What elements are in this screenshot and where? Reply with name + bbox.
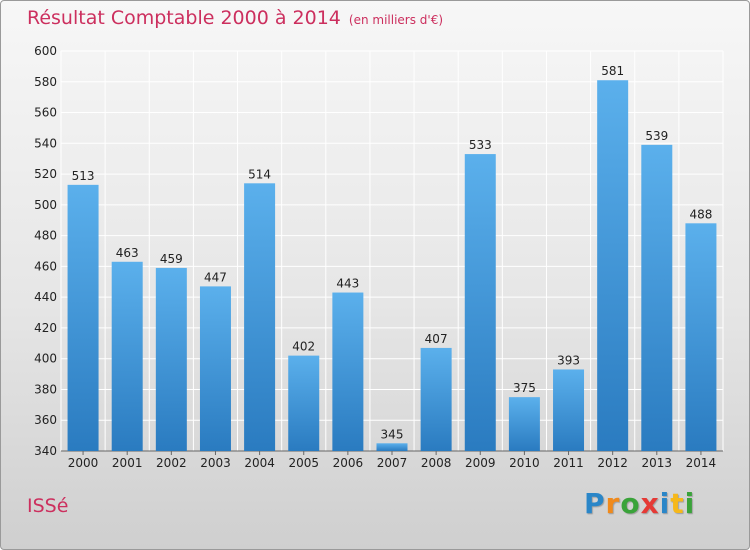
y-tick-label: 540 xyxy=(34,136,57,150)
x-tick-label: 2007 xyxy=(377,456,408,470)
y-tick-label: 560 xyxy=(34,106,57,120)
y-tick-label: 500 xyxy=(34,198,57,212)
bar xyxy=(67,184,99,451)
city-name: ISSé xyxy=(27,495,69,517)
y-tick-label: 520 xyxy=(34,167,57,181)
logo-letter: r xyxy=(605,487,621,520)
bar xyxy=(641,144,673,451)
x-tick-label: 2008 xyxy=(421,456,452,470)
bar xyxy=(464,154,496,452)
data-label: 513 xyxy=(72,169,95,183)
data-label: 539 xyxy=(645,129,668,143)
data-label: 407 xyxy=(425,332,448,346)
x-tick-label: 2003 xyxy=(200,456,231,470)
x-tick-label: 2013 xyxy=(642,456,673,470)
data-label: 375 xyxy=(513,381,536,395)
data-label: 393 xyxy=(557,353,580,367)
x-tick-label: 2001 xyxy=(112,456,143,470)
proxiti-logo: Proxiti xyxy=(584,487,695,520)
x-tick-label: 2010 xyxy=(509,456,540,470)
logo-letter: i xyxy=(684,487,696,520)
bar xyxy=(508,397,540,451)
bar xyxy=(597,80,629,451)
y-tick-label: 360 xyxy=(34,413,57,427)
bar xyxy=(376,443,408,451)
data-label: 345 xyxy=(381,427,404,441)
y-tick-label: 480 xyxy=(34,229,57,243)
y-tick-label: 440 xyxy=(34,290,57,304)
logo-letter: i xyxy=(659,487,671,520)
bar xyxy=(111,261,143,451)
data-label: 447 xyxy=(204,270,227,284)
bar xyxy=(288,355,320,451)
data-label: 514 xyxy=(248,167,271,181)
x-tick-label: 2012 xyxy=(597,456,628,470)
bar xyxy=(155,267,187,451)
x-tick-label: 2014 xyxy=(686,456,717,470)
y-tick-label: 340 xyxy=(34,444,57,458)
chart-title-text: Résultat Comptable 2000 à 2014 xyxy=(27,7,341,29)
x-tick-label: 2011 xyxy=(553,456,584,470)
y-tick-label: 380 xyxy=(34,382,57,396)
logo-letter: x xyxy=(640,487,660,520)
bar xyxy=(244,183,276,452)
bar xyxy=(199,286,231,451)
logo-letter: P xyxy=(584,487,606,520)
bar xyxy=(685,223,717,451)
y-tick-label: 580 xyxy=(34,75,57,89)
logo-letter: o xyxy=(620,487,641,520)
x-tick-label: 2000 xyxy=(68,456,99,470)
data-label: 488 xyxy=(689,207,712,221)
data-label: 402 xyxy=(292,340,315,354)
y-tick-label: 460 xyxy=(34,259,57,273)
x-tick-label: 2009 xyxy=(465,456,496,470)
bar xyxy=(420,347,452,451)
x-tick-label: 2002 xyxy=(156,456,187,470)
y-tick-label: 420 xyxy=(34,321,57,335)
chart-unit: (en milliers d'€) xyxy=(348,13,444,27)
data-label: 463 xyxy=(116,246,139,260)
x-tick-label: 2006 xyxy=(333,456,364,470)
logo-letter: t xyxy=(670,487,685,520)
chart-title: Résultat Comptable 2000 à 2014 (en millie… xyxy=(27,7,443,29)
bar xyxy=(332,292,364,451)
data-label: 533 xyxy=(469,138,492,152)
data-label: 443 xyxy=(336,277,359,291)
x-tick-label: 2004 xyxy=(244,456,275,470)
y-tick-label: 600 xyxy=(34,44,57,58)
bar xyxy=(553,369,585,451)
x-tick-label: 2005 xyxy=(288,456,319,470)
y-tick-label: 400 xyxy=(34,352,57,366)
data-label: 581 xyxy=(601,64,624,78)
data-label: 459 xyxy=(160,252,183,266)
